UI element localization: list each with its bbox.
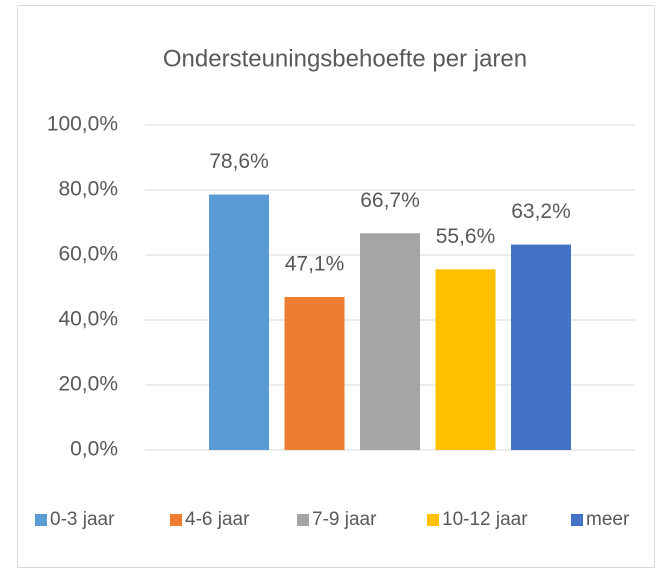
y-tick-label: 0,0% <box>70 438 118 461</box>
bar <box>360 233 420 450</box>
legend-label: 4-6 jaar <box>185 509 250 530</box>
value-label: 47,1% <box>285 252 345 275</box>
bar <box>511 244 571 450</box>
legend-swatch <box>571 514 583 526</box>
legend-label: meer <box>586 509 630 530</box>
value-label: 55,6% <box>436 225 496 248</box>
bar <box>284 296 345 450</box>
legend-label: 7-9 jaar <box>312 509 377 530</box>
value-label: 66,7% <box>360 189 420 212</box>
legend-swatch <box>35 514 47 526</box>
y-tick-label: 80,0% <box>58 178 118 201</box>
legend-swatch <box>297 514 309 526</box>
y-tick-label: 60,0% <box>58 243 118 266</box>
bar <box>435 269 496 450</box>
value-label: 63,2% <box>511 200 571 223</box>
y-tick-label: 100,0% <box>47 113 118 136</box>
y-tick-label: 40,0% <box>58 308 118 331</box>
legend-swatch <box>427 514 439 526</box>
y-tick-label: 20,0% <box>58 373 118 396</box>
legend-label: 10-12 jaar <box>442 509 528 530</box>
legend-label: 0-3 jaar <box>50 509 115 530</box>
chart-title: Ondersteuningsbehoefte per jaren <box>163 45 527 72</box>
legend-swatch <box>170 514 182 526</box>
bar <box>209 194 269 450</box>
value-label: 78,6% <box>209 150 269 173</box>
